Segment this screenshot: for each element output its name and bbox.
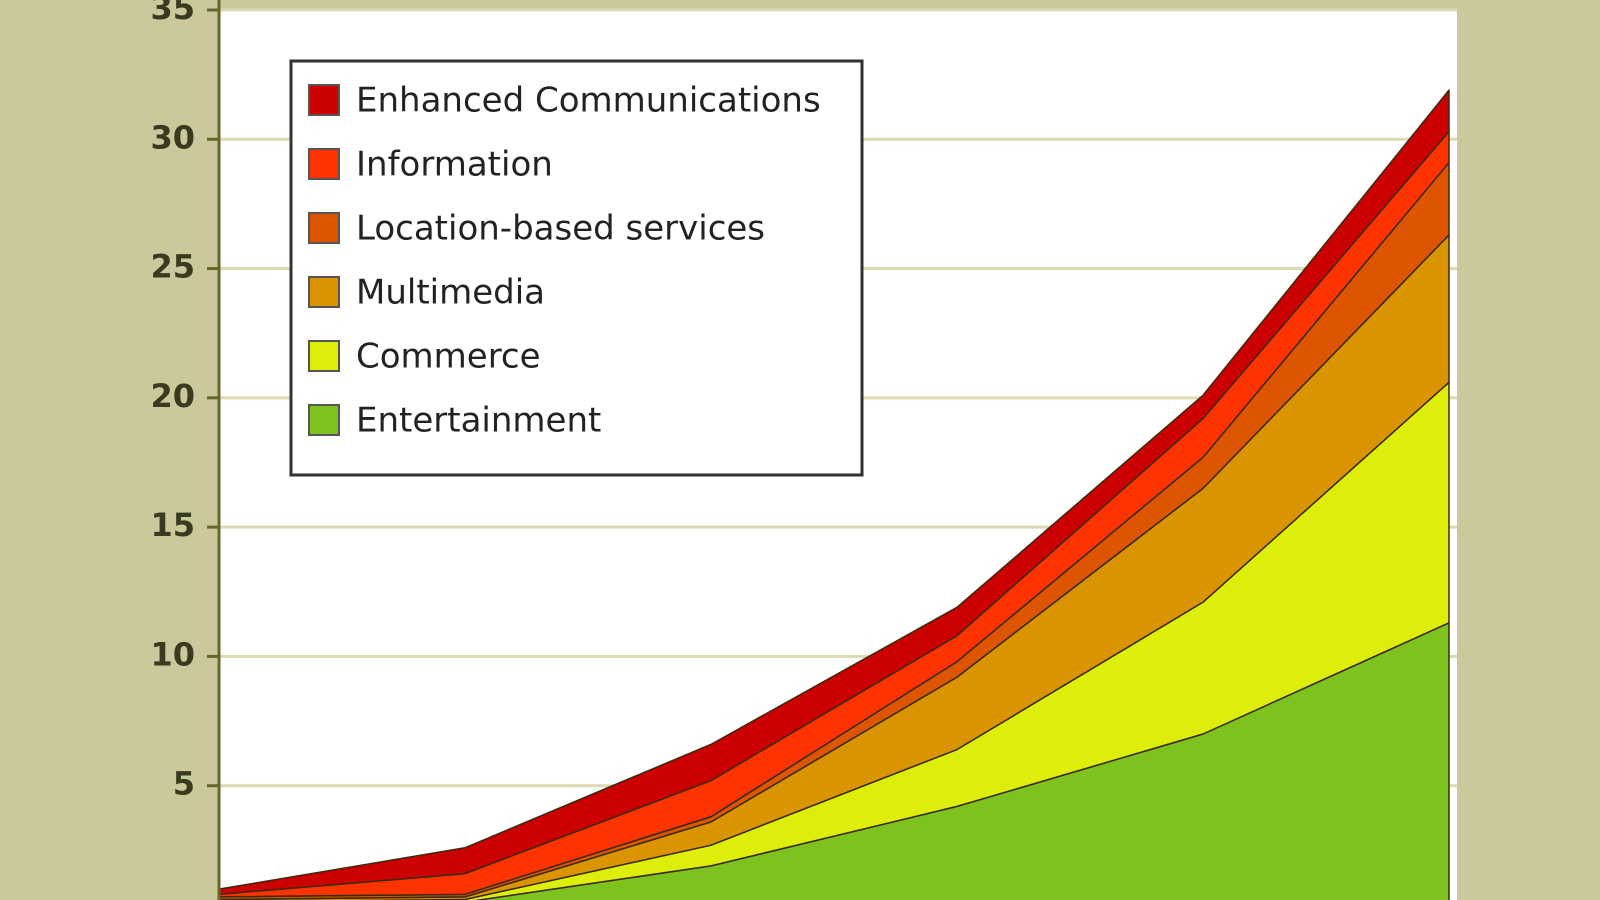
legend-swatch (308, 84, 340, 116)
legend-label: Information (356, 145, 553, 185)
y-tick-label: 10 (150, 635, 195, 673)
area (218, 89, 1450, 896)
legend-swatch (308, 276, 340, 308)
legend-box (289, 59, 864, 477)
y-tick-label: 30 (150, 118, 195, 156)
legend-label: Enhanced Communications (356, 81, 821, 121)
legend-swatch (308, 148, 340, 180)
legend-label: Commerce (356, 337, 541, 377)
y-tick-label: 20 (150, 377, 195, 415)
legend-label: Entertainment (356, 401, 601, 441)
legend-swatch (308, 340, 340, 372)
y-tick-label: 5 (173, 765, 195, 803)
legend-swatch (308, 404, 340, 436)
legend-label: Multimedia (356, 273, 545, 313)
legend-swatch (308, 212, 340, 244)
y-tick-label: 35 (150, 0, 195, 27)
y-tick-label: 25 (150, 248, 195, 286)
y-tick-label: 15 (150, 506, 195, 544)
legend-label: Location-based services (356, 209, 765, 249)
